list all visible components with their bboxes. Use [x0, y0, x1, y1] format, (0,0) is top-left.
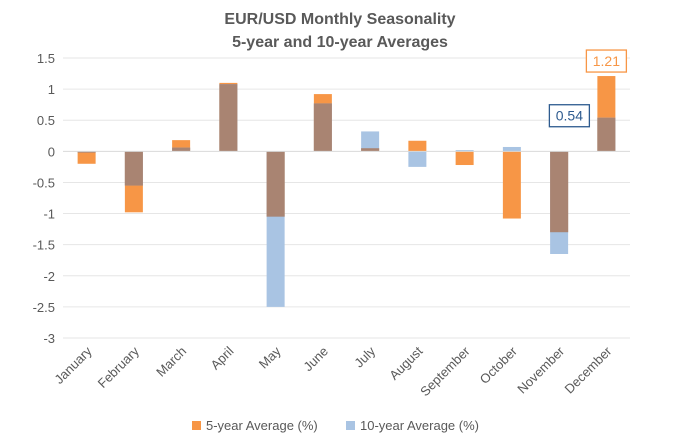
bar-overlap-december	[597, 117, 616, 152]
bar-5yr-march	[172, 140, 191, 152]
bar-10yr-july	[361, 131, 380, 152]
legend-label-5yr: 5-year Average (%)	[206, 418, 318, 433]
bar-10yr-september	[455, 150, 474, 152]
bar-overlap-april	[219, 84, 238, 152]
bar-5yr-october	[502, 151, 521, 219]
bar-5yr-january	[77, 151, 96, 164]
bar-overlap-february	[124, 151, 143, 186]
x-tick-label: April	[207, 343, 236, 372]
x-axis-labels: January February March April May June July Augu…	[51, 343, 615, 399]
x-tick-label: November	[514, 343, 567, 396]
y-tick-label: -1	[43, 207, 55, 222]
y-tick-label: -2.5	[33, 300, 55, 315]
bar-overlap-june	[313, 103, 332, 152]
legend-swatch-10yr	[346, 421, 355, 430]
x-tick-label: March	[153, 344, 189, 380]
bar-10yr-august	[408, 151, 427, 167]
legend: 5-year Average (%) 10-year Average (%)	[192, 418, 479, 433]
y-tick-label: -3	[43, 331, 55, 346]
x-tick-label: August	[386, 343, 425, 382]
callouts: 1.21 0.54	[548, 49, 628, 128]
x-tick-label: July	[351, 343, 378, 370]
callout-box	[548, 104, 591, 128]
x-tick-label: June	[300, 344, 331, 375]
y-tick-label: -1.5	[33, 238, 55, 253]
bar-5yr-august	[408, 140, 427, 152]
x-tick-label: January	[51, 343, 95, 387]
bars	[77, 76, 616, 307]
y-axis-ticks: 1.5 1 0.5 0 -0.5 -1 -1.5 -2 -2.5 -3	[33, 51, 55, 346]
callout-box	[585, 49, 628, 73]
callout-label: 0.54	[556, 108, 583, 124]
bar-10yr-october	[502, 146, 521, 152]
legend-swatch-5yr	[192, 421, 201, 430]
bar-overlap-march	[172, 147, 191, 152]
gridlines	[63, 57, 630, 339]
x-tick-label: September	[417, 343, 473, 399]
x-tick-label: October	[477, 343, 521, 387]
bar-overlap-november	[550, 151, 569, 233]
legend-label-10yr: 10-year Average (%)	[360, 418, 479, 433]
chart-subtitle: 5-year and 10-year Averages	[232, 34, 448, 51]
bar-overlap-july	[361, 148, 380, 152]
y-tick-label: -2	[43, 269, 55, 284]
bar-5yr-september	[455, 151, 474, 166]
callout-label: 1.21	[593, 53, 620, 69]
y-tick-label: -0.5	[33, 175, 55, 190]
x-tick-label: February	[95, 343, 143, 391]
bar-overlap-january	[77, 151, 96, 153]
y-tick-label: 0.5	[37, 113, 55, 128]
y-tick-label: 1	[48, 82, 55, 97]
y-tick-label: 0	[48, 144, 55, 159]
x-tick-label: May	[256, 343, 284, 371]
chart-title: EUR/USD Monthly Seasonality	[224, 11, 455, 28]
bar-overlap-may	[266, 151, 285, 217]
y-tick-label: 1.5	[37, 51, 55, 66]
x-tick-label: December	[561, 343, 614, 396]
